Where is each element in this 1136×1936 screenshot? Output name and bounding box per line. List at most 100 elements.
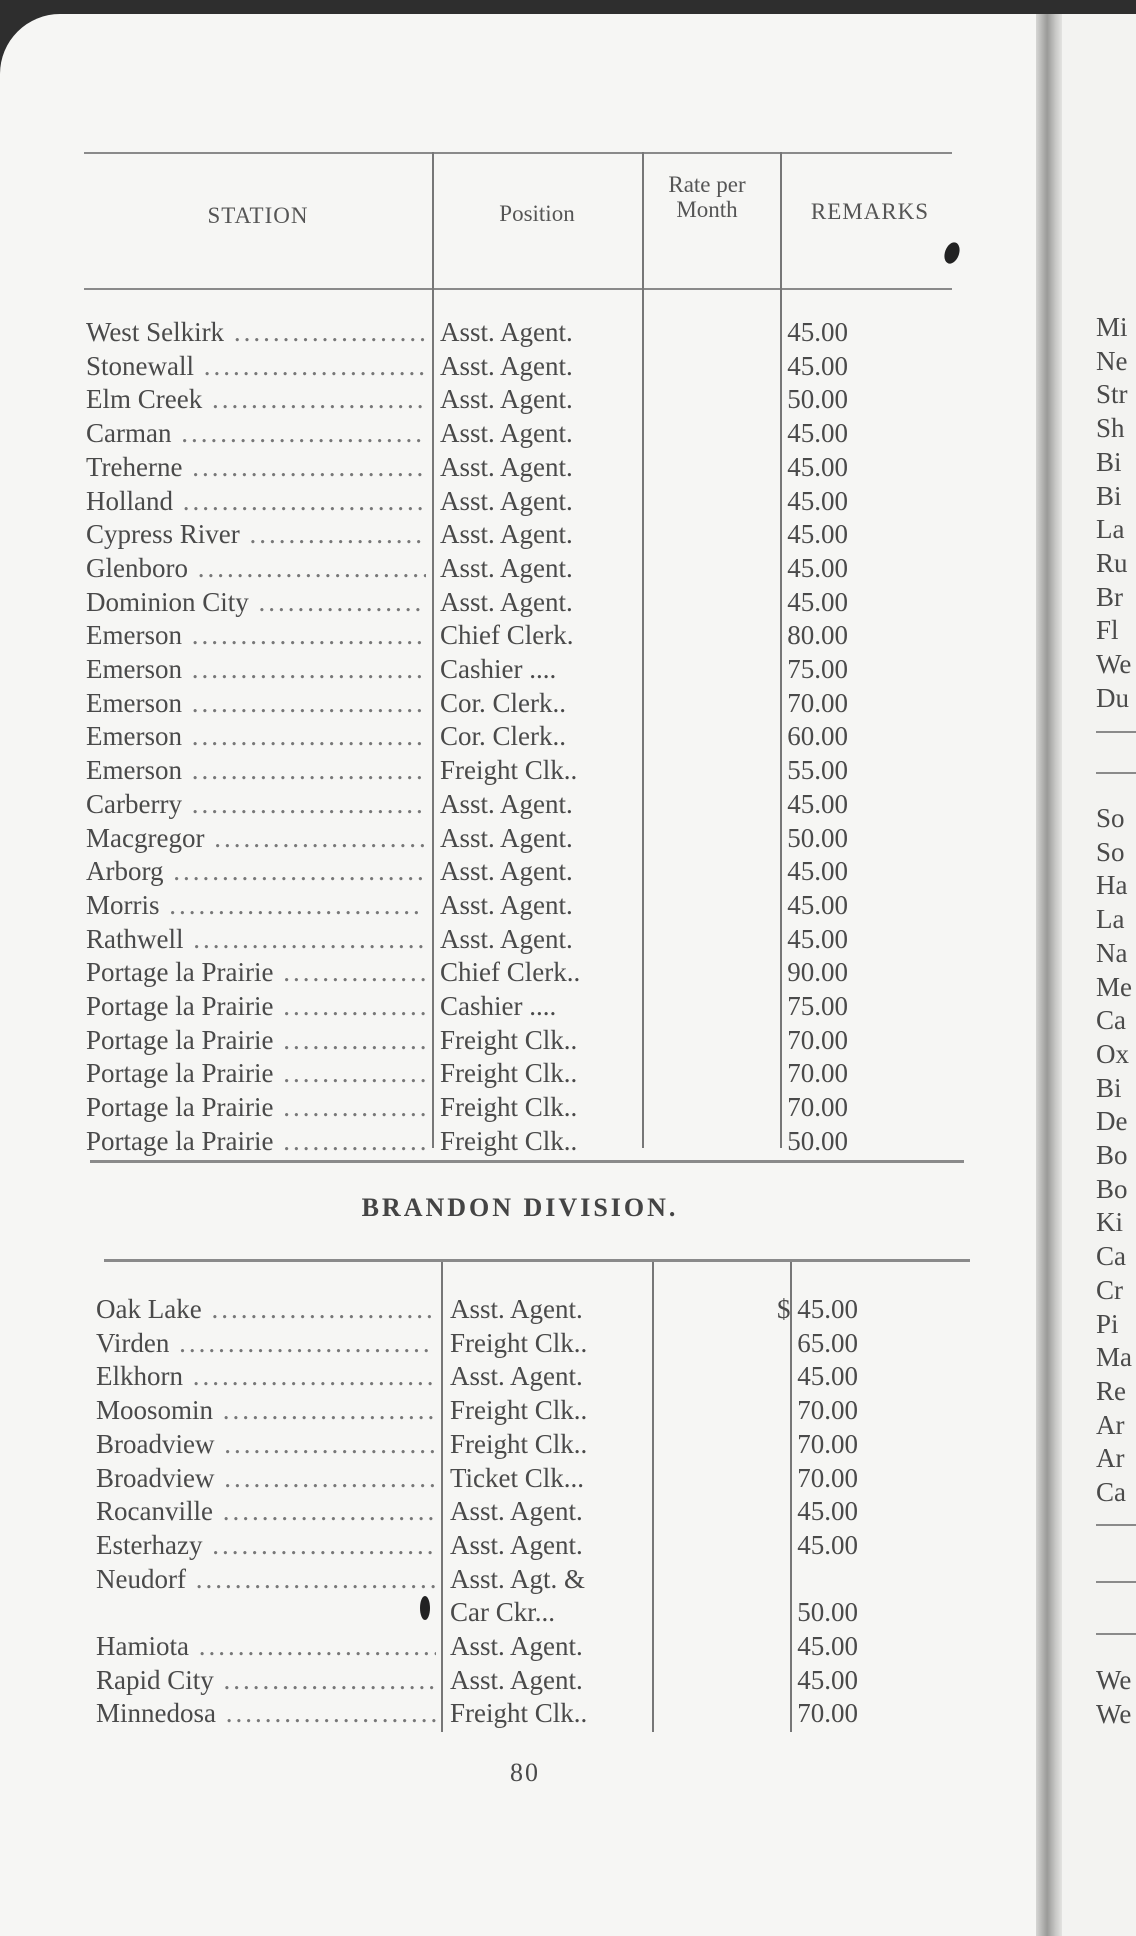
station-cell: Morris .......................... [86, 888, 426, 922]
leader-dots: .......................... [173, 485, 426, 516]
leader-dots: .......................... [182, 451, 426, 482]
rate-cell: 70.00 [787, 1024, 848, 1055]
right-page-fragment: Ru [1096, 547, 1128, 578]
station-name: Virden [96, 1327, 170, 1358]
station-cell: Macgregor .......................... [86, 821, 426, 855]
table-row: Elm Creek .......................... Asst… [86, 382, 966, 416]
position-cell: Freight Clk.. [440, 1024, 578, 1055]
leader-dots: .......................... [171, 418, 426, 449]
leader-dots: .......................... [169, 1327, 433, 1358]
leader-dots: .......................... [283, 991, 426, 1021]
header-position: Position [499, 201, 575, 226]
station-name: Holland [86, 485, 173, 516]
station-cell: Holland .......................... [86, 484, 426, 518]
right-page-fragment: We [1096, 649, 1132, 679]
table-top-rule [104, 1259, 970, 1262]
rate-cell: 80.00 [787, 620, 848, 651]
position-cell: Asst. Agent. [450, 1294, 583, 1324]
rate-cell: 45.00 [797, 1496, 858, 1527]
table-bottom-rule [90, 1160, 964, 1163]
station-name: Emerson [86, 721, 182, 752]
station-name: Portage la Prairie [86, 1058, 274, 1089]
station-name: Cypress River [86, 519, 240, 550]
leader-dots: .......................... [183, 923, 426, 954]
leader-dots: .......................... [185, 1563, 436, 1594]
header-remarks: REMARKS [810, 199, 930, 224]
station-name: Neudorf [96, 1563, 186, 1594]
station-name: West Selkirk [86, 317, 225, 347]
position-cell: Asst. Agent. [440, 451, 573, 482]
position-cell: Cor. Clerk.. [440, 687, 566, 718]
rate-cell: 70.00 [787, 1092, 848, 1123]
right-page-fragment: Fl [1096, 615, 1119, 646]
table-row: Virden .......................... Freight… [96, 1326, 976, 1360]
position-cell: Asst. Agent. [450, 1631, 583, 1661]
right-page-fragment: Na [1096, 937, 1128, 968]
rate-cell: 75.00 [787, 991, 848, 1021]
leader-dots: .......................... [211, 1294, 436, 1324]
station-cell: Emerson .......................... [86, 719, 426, 753]
right-page-fragment: Du [1096, 682, 1129, 713]
leader-dots: .......................... [258, 586, 426, 617]
position-cell: Cashier .... [440, 991, 557, 1021]
table-row: Portage la Prairie .....................… [86, 1124, 966, 1158]
rate-cell: 70.00 [797, 1698, 858, 1729]
table-row: Cypress River ..........................… [86, 517, 966, 551]
table-row: Macgregor .......................... Asst… [86, 821, 966, 855]
position-cell: Asst. Agent. [440, 822, 573, 853]
page-number: 80 [510, 1758, 540, 1787]
station-cell: Virden .......................... [96, 1326, 436, 1360]
right-page-fragment: Pi [1096, 1308, 1119, 1339]
right-page-fragment: Mi [1096, 312, 1128, 342]
rate-cell: 45.00 [787, 350, 848, 381]
station-cell: Moosomin .......................... [96, 1393, 436, 1427]
right-page-fragment: Ha [1096, 870, 1128, 901]
table-row: Carman .......................... Asst. A… [86, 416, 966, 450]
position-cell: Asst. Agent. [440, 384, 573, 415]
station-name: Portage la Prairie [86, 1024, 274, 1055]
table-row: Rocanville .......................... Ass… [96, 1494, 976, 1528]
station-cell: West Selkirk .......................... [86, 315, 426, 349]
rule [1096, 1581, 1136, 1583]
leader-dots: .......................... [181, 721, 426, 752]
station-name: Emerson [86, 687, 182, 718]
position-cell: Cor. Clerk.. [440, 721, 566, 752]
right-page-fragment: Ca [1096, 1477, 1126, 1507]
right-page-fragment: Ki [1096, 1207, 1123, 1238]
rate-cell: 50.00 [787, 384, 848, 415]
station-name: Carman [86, 418, 172, 449]
right-page-fragment: Ma [1096, 1342, 1132, 1373]
leader-dots: .......................... [283, 957, 426, 988]
right-page-fragment: Ne [1096, 345, 1128, 376]
table-row: Emerson .......................... Freigh… [86, 753, 966, 787]
table-row: Morris .......................... Asst. A… [86, 888, 966, 922]
station-cell: Hamiota .......................... [96, 1629, 436, 1663]
table-row: Portage la Prairie .....................… [86, 989, 966, 1023]
rule [1096, 731, 1136, 733]
station-cell: Carberry .......................... [86, 787, 426, 821]
table-row: Treherne .......................... Asst.… [86, 450, 966, 484]
position-cell: Asst. Agent. [450, 1361, 583, 1392]
rate-cell: 70.00 [787, 687, 848, 718]
position-cell: Asst. Agent. [450, 1496, 583, 1527]
rate-cell: $ 45.00 [777, 1294, 858, 1324]
table-row: Car Ckr... 50.00 [96, 1595, 976, 1629]
leader-dots: .......................... [249, 519, 426, 550]
rate-cell: 45.00 [787, 586, 848, 617]
left-page [0, 14, 1040, 1936]
table-row: Emerson .......................... Cashie… [86, 652, 966, 686]
station-name: Moosomin [96, 1395, 214, 1426]
station-cell: Carman .......................... [86, 416, 426, 450]
station-cell: Elkhorn .......................... [96, 1359, 436, 1393]
station-name: Glenboro [86, 552, 188, 583]
leader-dots: .......................... [222, 1496, 436, 1527]
leader-dots: .......................... [283, 1092, 426, 1123]
position-cell: Car Ckr... [450, 1597, 555, 1628]
leader-dots: .......................... [223, 1664, 436, 1695]
station-name: Broadview [96, 1428, 215, 1459]
rule [1096, 1633, 1136, 1635]
rate-cell: 45.00 [797, 1361, 858, 1392]
station-name: Portage la Prairie [86, 957, 274, 988]
rate-cell: 70.00 [797, 1395, 858, 1426]
rate-cell: 70.00 [797, 1428, 858, 1459]
